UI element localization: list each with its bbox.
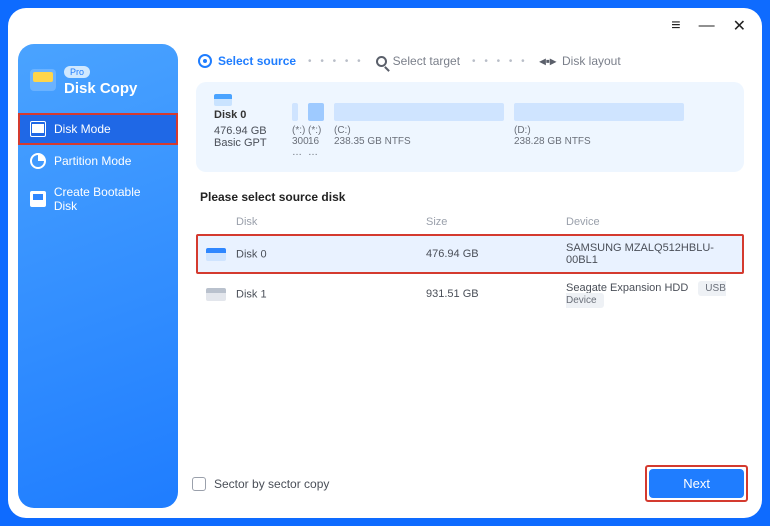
checkbox-label: Sector by sector copy xyxy=(214,477,329,491)
partition-label: (D:)238.28 GB NTFS xyxy=(514,125,684,158)
col-disk: Disk xyxy=(206,216,426,228)
target-icon xyxy=(198,54,212,68)
bootable-disk-icon xyxy=(30,191,46,207)
partition xyxy=(308,103,324,121)
table-body: Disk 0476.94 GBSAMSUNG MZALQ512HBLU-00BL… xyxy=(196,234,744,314)
disk-type: Basic GPT xyxy=(214,137,282,149)
next-button[interactable]: Next xyxy=(649,469,744,498)
step-label: Select target xyxy=(393,54,460,68)
source-disk-table: Disk Size Device Disk 0476.94 GBSAMSUNG … xyxy=(196,210,744,314)
table-row[interactable]: Disk 0476.94 GBSAMSUNG MZALQ512HBLU-00BL… xyxy=(196,234,744,274)
sidebar-item-label: Create Bootable Disk xyxy=(54,185,166,213)
step-separator: • • • • • xyxy=(302,56,370,67)
next-button-highlight: Next xyxy=(645,465,748,502)
main-content: Select source • • • • • Select target • … xyxy=(188,44,752,508)
partition-bar-segment xyxy=(308,103,324,121)
close-icon[interactable]: ✕ xyxy=(733,16,746,36)
footer: Sector by sector copy Next xyxy=(188,465,752,502)
partition-label: (*:)300 … xyxy=(292,125,298,158)
magnifier-icon xyxy=(376,56,387,67)
checkbox-icon xyxy=(192,477,206,491)
step-label: Disk layout xyxy=(562,54,621,68)
table-row[interactable]: Disk 1931.51 GBSeagate Expansion HDDUSB … xyxy=(196,274,744,314)
partition xyxy=(334,103,504,121)
disk-icon xyxy=(214,94,232,106)
partition-bar-segment xyxy=(334,103,504,121)
partition-bar-segment xyxy=(292,103,298,121)
app-logo-icon xyxy=(30,69,56,91)
partition-mode-icon xyxy=(30,153,46,169)
table-header: Disk Size Device xyxy=(196,210,744,234)
sidebar-item-disk-mode[interactable]: Disk Mode xyxy=(18,113,178,145)
brand: Pro Disk Copy xyxy=(18,52,178,113)
step-label: Select source xyxy=(218,54,296,68)
col-size: Size xyxy=(426,216,566,228)
sidebar-item-label: Partition Mode xyxy=(54,154,131,168)
usb-badge: USB Device xyxy=(566,281,726,308)
disk-icon xyxy=(206,288,226,301)
titlebar: ≡ — ✕ xyxy=(671,8,762,38)
minimize-icon[interactable]: — xyxy=(699,17,715,35)
step-separator: • • • • • xyxy=(466,56,534,67)
sector-by-sector-checkbox[interactable]: Sector by sector copy xyxy=(192,477,329,491)
partition-bar xyxy=(292,103,726,121)
wizard-steps: Select source • • • • • Select target • … xyxy=(196,44,744,82)
step-disk-layout[interactable]: ◂▪▸ Disk layout xyxy=(540,54,621,68)
sidebar: Pro Disk Copy Disk Mode Partition Mode C… xyxy=(18,44,178,508)
disk-preview-panel: Disk 0 476.94 GB Basic GPT (*:)300 …(*:)… xyxy=(196,82,744,172)
disk-summary: Disk 0 xyxy=(214,94,282,121)
disk-capacity: 476.94 GB xyxy=(214,125,282,137)
partition xyxy=(292,103,298,121)
disk-mode-icon xyxy=(30,121,46,137)
sidebar-item-bootable-disk[interactable]: Create Bootable Disk xyxy=(18,177,178,221)
app-window: ≡ — ✕ Pro Disk Copy Disk Mode Partition … xyxy=(8,8,762,518)
step-select-source[interactable]: Select source xyxy=(198,54,296,68)
step-select-target[interactable]: Select target xyxy=(376,54,460,68)
col-device: Device xyxy=(566,216,734,228)
disk-name: Disk 0 xyxy=(214,109,246,121)
section-title: Please select source disk xyxy=(200,190,744,204)
partition-label: (*:)16 … xyxy=(308,125,324,158)
partition-bar-segment xyxy=(514,103,684,121)
menu-icon[interactable]: ≡ xyxy=(671,17,680,35)
partition xyxy=(514,103,684,121)
partition-label: (C:)238.35 GB NTFS xyxy=(334,125,504,158)
pro-badge: Pro xyxy=(64,66,90,78)
disk-icon xyxy=(206,248,226,261)
sidebar-item-partition-mode[interactable]: Partition Mode xyxy=(18,145,178,177)
partition-labels: (*:)300 … (*:)16 … (C:)238.35 GB NTFS (D:)2… xyxy=(292,125,726,158)
sidebar-item-label: Disk Mode xyxy=(54,122,111,136)
app-name: Disk Copy xyxy=(64,80,137,97)
layout-icon: ◂▪▸ xyxy=(540,54,556,68)
